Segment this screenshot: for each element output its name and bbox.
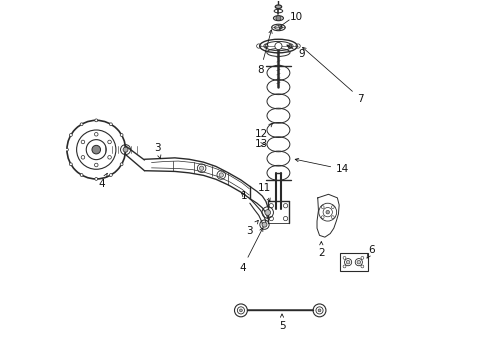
Circle shape [262, 222, 266, 227]
Circle shape [95, 119, 98, 122]
Text: 12: 12 [254, 123, 272, 139]
Circle shape [275, 16, 281, 21]
Circle shape [325, 210, 329, 214]
Circle shape [120, 163, 123, 166]
Text: 6: 6 [366, 246, 375, 258]
Circle shape [346, 260, 349, 264]
Text: 1: 1 [241, 191, 247, 201]
Circle shape [80, 123, 83, 126]
Circle shape [69, 163, 72, 166]
Circle shape [356, 260, 360, 264]
Circle shape [80, 174, 83, 176]
Text: 11: 11 [257, 183, 270, 202]
Text: 3: 3 [246, 220, 258, 236]
Text: 5: 5 [278, 314, 285, 331]
Text: 2: 2 [317, 242, 324, 258]
Text: 9: 9 [286, 45, 305, 59]
Circle shape [109, 174, 112, 176]
Circle shape [124, 148, 127, 151]
Circle shape [219, 173, 223, 177]
Text: 4: 4 [98, 173, 107, 189]
Text: 3: 3 [153, 143, 161, 159]
Circle shape [264, 210, 270, 215]
Circle shape [317, 309, 320, 312]
Ellipse shape [273, 16, 283, 21]
Circle shape [65, 148, 68, 151]
Circle shape [123, 147, 128, 152]
Circle shape [69, 134, 72, 136]
Text: 10: 10 [289, 13, 302, 22]
Circle shape [120, 134, 123, 136]
Text: 7: 7 [302, 48, 363, 104]
Ellipse shape [275, 5, 281, 9]
Text: 14: 14 [295, 158, 348, 174]
Circle shape [109, 123, 112, 126]
Circle shape [239, 309, 242, 312]
Text: 4: 4 [239, 228, 263, 273]
Circle shape [274, 42, 282, 50]
Circle shape [199, 166, 203, 170]
Circle shape [95, 177, 98, 180]
Text: 8: 8 [257, 30, 272, 75]
Text: 13: 13 [254, 139, 267, 149]
Circle shape [92, 145, 101, 154]
